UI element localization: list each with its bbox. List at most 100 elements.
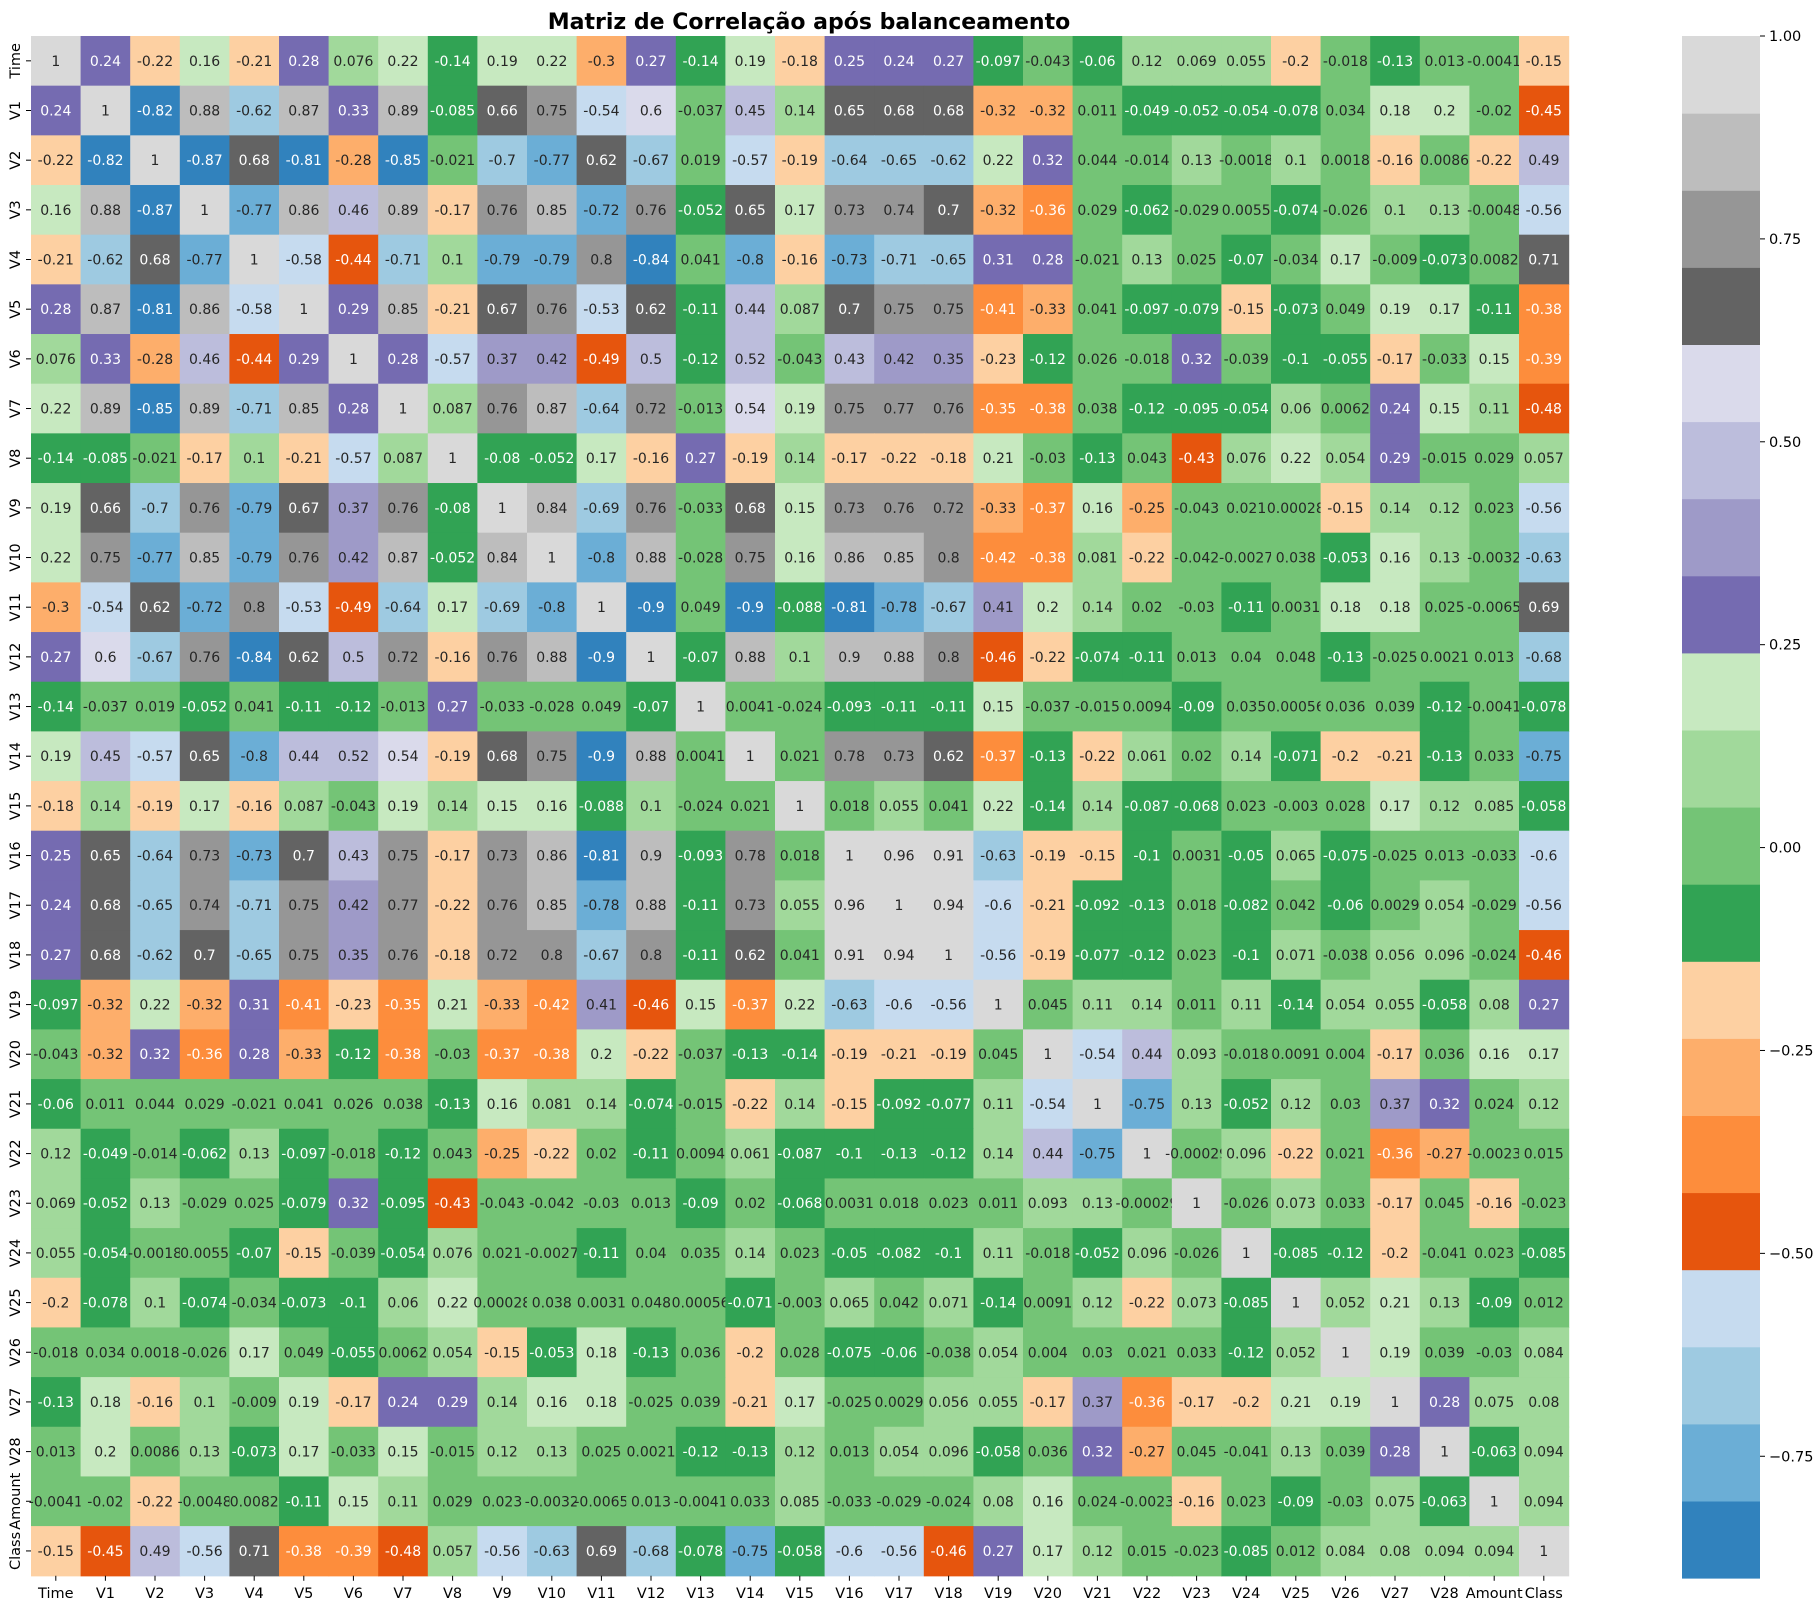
heatmap-cell-Amount-V10 [527,1476,578,1527]
colorbar-tick-label: −0.75 [1769,1449,1813,1465]
heatmap-cell-value: 0.88 [189,104,220,120]
heatmap-cell-V15-V23 [1171,781,1222,832]
heatmap-cell-value: 0.08 [983,1494,1014,1510]
heatmap-cell-value: 0.44 [288,749,319,765]
heatmap-cell-value: 0.12 [1429,799,1460,815]
heatmap-cell-V19-V10 [527,979,578,1030]
heatmap-cell-V14-V27 [1370,731,1421,782]
heatmap-cell-V25-V7 [378,1277,429,1329]
heatmap-cell-value: 0.0062 [379,1345,428,1361]
heatmap-cell-V5-V12 [626,284,677,335]
heatmap-cell-value: -0.11 [1476,302,1512,318]
heatmap-cell-value: -0.06 [1079,54,1115,70]
colorbar-segment [1682,1115,1760,1194]
heatmap-cell-V2-Time [31,135,82,186]
heatmap-cell-V8-V13 [675,433,726,484]
heatmap-cell-V22-Amount [1469,1128,1520,1180]
x-tick-label: V2 [145,1586,164,1602]
heatmap-cell-V25-V5 [279,1277,330,1329]
heatmap-cell-value: 0.15 [1479,352,1510,368]
heatmap-cell-value: -0.11 [286,700,322,716]
heatmap-cell-value: 0.68 [90,948,121,964]
heatmap-cell-Class-V4 [229,1526,280,1577]
heatmap-cell-value: 0.37 [1379,1097,1410,1113]
heatmap-cell-value: 0.13 [1131,253,1162,269]
heatmap-cell-value: -0.13 [1377,54,1413,70]
heatmap-cell-value: -0.034 [1273,253,1318,269]
heatmap-cell-value: -0.075 [1323,849,1368,865]
heatmap-cell-V15-V3 [179,781,230,832]
heatmap-cell-V28-V12 [626,1426,677,1478]
heatmap-cell-value: -0.37 [732,998,768,1014]
heatmap-cell-value: -0.84 [236,650,272,666]
heatmap-cell-V15-V21 [1072,781,1123,832]
y-tick-label: V15 [8,792,24,820]
heatmap-cell-value: 0.22 [139,998,170,1014]
heatmap-cell-value: 0.15 [387,1445,418,1461]
heatmap-cell-V13-V17 [874,681,925,732]
heatmap-cell-V26-V26 [1320,1327,1371,1378]
heatmap-cell-value: -0.41 [286,998,322,1014]
heatmap-cell-V2-Amount [1469,135,1520,186]
heatmap-cell-value: -0.078 [1521,700,1566,716]
heatmap-cell-V11-V1 [80,582,131,633]
heatmap-cell-V23-V13 [675,1178,726,1229]
heatmap-cell-V10-V12 [626,532,677,583]
heatmap-cell-V17-V18 [923,880,974,931]
heatmap-cell-V3-V4 [229,185,280,236]
heatmap-cell-value: 0.081 [1077,551,1117,567]
heatmap-cell-V26-V3 [179,1327,230,1378]
heatmap-cell-value: 0.75 [933,302,964,318]
heatmap-cell-value: 0.69 [1528,600,1559,616]
heatmap-cell-value: -0.05 [1228,849,1264,865]
heatmap-cell-V2-V3 [179,135,230,186]
heatmap-cell-V27-V28 [1419,1377,1470,1428]
heatmap-cell-value: 0.76 [487,650,518,666]
heatmap-cell-V23-V9 [477,1178,528,1229]
heatmap-cell-value: -0.25 [484,1147,520,1163]
y-tick-label: V22 [8,1139,24,1167]
heatmap-cell-value: -0.03 [1476,1345,1512,1361]
heatmap-cell-V20-V27 [1370,1029,1421,1080]
heatmap-cell-V2-V22 [1122,135,1173,186]
heatmap-cell-value: 0.17 [586,451,617,467]
heatmap-cell-V20-V11 [576,1029,627,1080]
heatmap-cell-V17-V11 [576,880,627,931]
heatmap-cell-value: 0.096 [1226,1147,1266,1163]
heatmap-cell-value: 0.21 [1280,1395,1311,1411]
heatmap-cell-V28-V8 [427,1426,478,1478]
heatmap-cell-V7-V9 [477,383,528,434]
heatmap-cell-V12-V5 [279,632,330,683]
heatmap-cell-value: -0.19 [831,1047,867,1063]
heatmap-cell-V11-V21 [1072,582,1123,633]
heatmap-cell-value: 0.25 [834,54,865,70]
heatmap-cell-V5-V20 [1023,284,1074,335]
heatmap-cell-value: -0.19 [137,799,173,815]
heatmap-cell-V14-V17 [874,731,925,782]
heatmap-cell-V3-V22 [1122,185,1173,236]
heatmap-cell-V1-V4 [229,85,280,136]
heatmap-cell-V3-V17 [874,185,925,236]
heatmap-cell-V17-V2 [130,880,181,931]
heatmap-cell-value: 0.84 [536,501,567,517]
heatmap-cell-V13-V27 [1370,681,1421,732]
heatmap-cell-value: 0.071 [929,1296,969,1312]
heatmap-cell-value: 0.19 [40,749,71,765]
heatmap-cell-Class-Amount [1469,1526,1520,1577]
heatmap-cell-value: -0.13 [1079,451,1115,467]
heatmap-cell-value: -0.43 [434,1196,470,1212]
heatmap-cell-value: 0.15 [685,998,716,1014]
heatmap-cell-value: -0.043 [480,1196,525,1212]
heatmap-cell-value: 0.68 [933,104,964,120]
heatmap-cell-value: 0.16 [1379,551,1410,567]
heatmap-cell-Amount-Amount [1469,1476,1520,1527]
heatmap-cell-V10-V15 [775,532,826,583]
heatmap-cell-value: 1 [547,551,556,567]
heatmap-cell-value: 0.055 [1226,54,1266,70]
heatmap-cell-value: 0.22 [387,54,418,70]
heatmap-cell-Time-V26 [1320,36,1371,87]
heatmap-cell-value: 0.24 [387,1395,418,1411]
heatmap-cell-V17-V5 [279,880,330,931]
heatmap-cell-value: -0.0048 [1467,203,1521,219]
heatmap-cell-V12-V3 [179,632,230,683]
